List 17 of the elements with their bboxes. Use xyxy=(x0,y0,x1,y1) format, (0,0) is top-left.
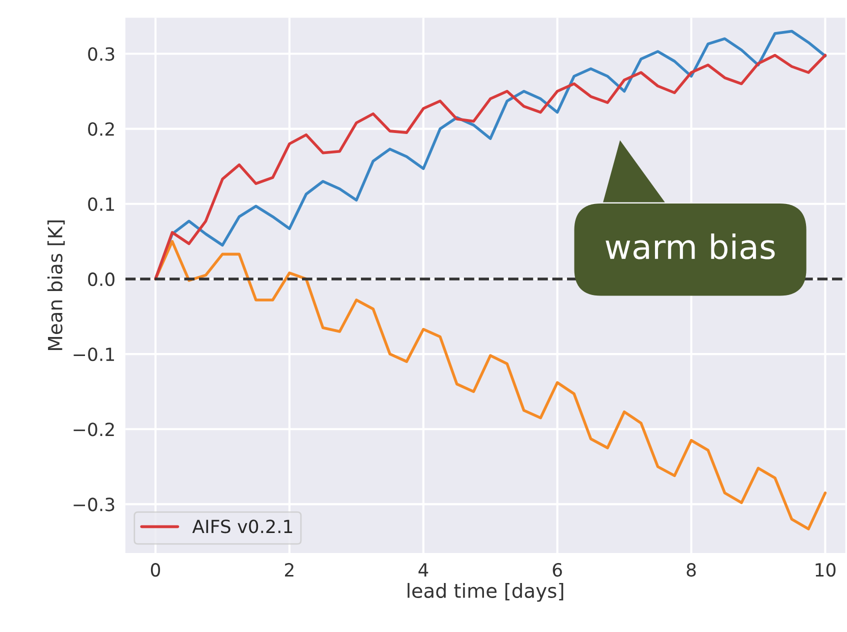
y-axis-title: Mean bias [K] xyxy=(47,220,65,350)
y-tick-label: 0.1 xyxy=(88,197,114,212)
x-tick-label: 2 xyxy=(285,563,294,576)
y-tick-label: −0.1 xyxy=(74,348,114,362)
y-tick-label: 0.0 xyxy=(88,272,114,286)
y-tick-label: −0.3 xyxy=(74,498,114,512)
x-tick-label: 4 xyxy=(418,563,428,576)
legend-label: AIFS v0.2.1 xyxy=(192,520,292,534)
y-tick-label: 0.3 xyxy=(88,47,114,61)
x-tick-label: 6 xyxy=(552,563,562,577)
y-tick-label: −0.2 xyxy=(74,422,114,436)
x-tick-label: 8 xyxy=(686,563,696,577)
x-tick-label: 10 xyxy=(816,563,836,577)
y-tick-label: 0.2 xyxy=(88,122,114,136)
annotation: warm bias xyxy=(606,234,775,260)
x-axis-title: lead time [days] xyxy=(408,582,564,602)
x-tick-label: 0 xyxy=(150,563,160,577)
